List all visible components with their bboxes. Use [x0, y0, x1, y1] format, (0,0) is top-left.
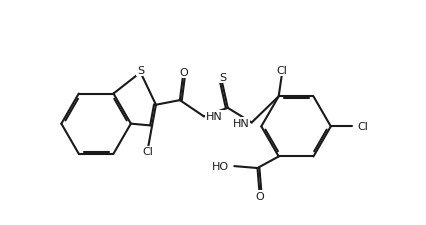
- Text: O: O: [180, 68, 188, 78]
- Text: HN: HN: [206, 112, 223, 122]
- Text: HN: HN: [233, 118, 249, 128]
- Text: Cl: Cl: [357, 122, 368, 132]
- Text: O: O: [256, 191, 265, 201]
- Text: Cl: Cl: [276, 66, 287, 76]
- Text: S: S: [219, 73, 227, 83]
- Text: HO: HO: [212, 161, 229, 171]
- Text: Cl: Cl: [143, 147, 154, 157]
- Text: S: S: [137, 66, 144, 76]
